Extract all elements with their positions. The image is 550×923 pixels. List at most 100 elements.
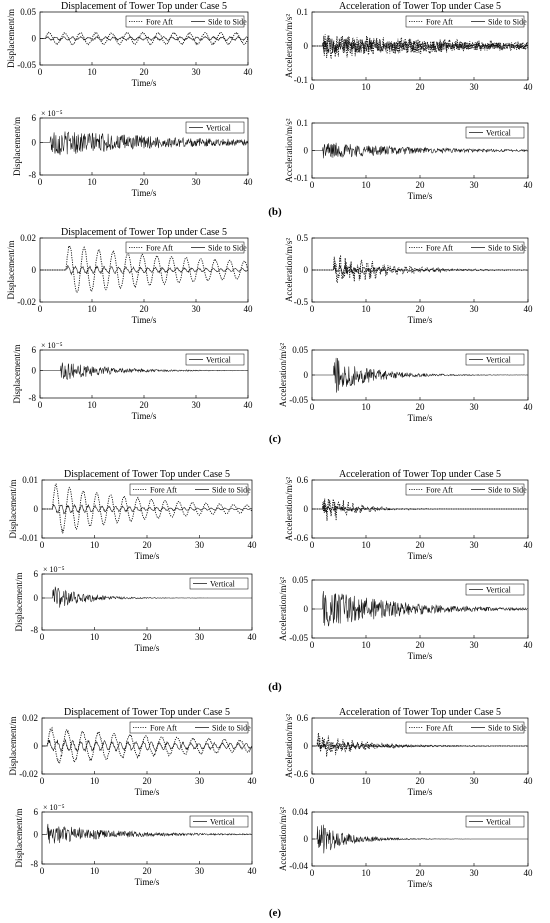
legend-label: Fore Aft — [150, 486, 178, 495]
y-tick-label: -0.5 — [294, 297, 309, 307]
panel-label-d: (d) — [268, 681, 282, 693]
subplot-d-acc-v: 0 10 20 30 400.050-0.05VerticalTime/sAcceler… — [278, 575, 533, 661]
x-tick-label: 0 — [38, 304, 43, 314]
chart-title: Displacement of Tower Top under Case 5 — [64, 707, 230, 718]
legend-box — [185, 353, 245, 366]
x-tick-label: 10 — [90, 776, 100, 786]
series-line-side-to-side — [312, 38, 529, 54]
legend-label: Fore Aft — [426, 18, 454, 27]
legend: Fore Aft Side to Side — [405, 721, 527, 734]
x-axis-label: Time/s — [408, 879, 433, 889]
y-tick-label: 0.6 — [297, 713, 309, 723]
y-tick-label: 0 — [304, 604, 309, 614]
legend: Fore Aft Side to Side — [125, 15, 247, 28]
chart-title: Acceleration of Tower Top under Case 5 — [339, 469, 501, 480]
series-line-side-to-side — [312, 740, 528, 751]
legend-label: Vertical — [206, 356, 232, 365]
y-tick-label: -8 — [31, 859, 39, 869]
y-tick-label: 0.01 — [22, 475, 38, 485]
y-tick-label: -0.1 — [294, 173, 308, 183]
x-tick-label: 30 — [470, 868, 480, 878]
y-tick-label: 0.04 — [292, 807, 308, 817]
y-tick-label: 0 — [34, 829, 39, 839]
legend: Fore Aft Side to Side — [129, 483, 251, 496]
x-tick-label: 0 — [38, 67, 43, 77]
y-axis-label: Displacement/m — [14, 809, 24, 868]
x-tick-label: 20 — [416, 640, 426, 650]
x-tick-label: 40 — [248, 540, 258, 550]
x-tick-label: 10 — [362, 776, 372, 786]
y-tick-label: 0 — [304, 834, 309, 844]
y-tick-label: -0.04 — [289, 861, 308, 871]
y-tick-label: -0.02 — [19, 769, 38, 779]
y-tick-label: 0 — [304, 41, 309, 51]
x-tick-label: 40 — [244, 400, 254, 410]
y-tick-label: 0 — [34, 593, 39, 603]
legend-box — [405, 721, 525, 734]
y-axis-label: Displacement/m — [12, 117, 22, 176]
legend-box — [465, 815, 525, 828]
panel-label-b: (b) — [268, 206, 282, 218]
x-tick-label: 20 — [143, 632, 153, 642]
y-axis-label: Displacement/m — [8, 717, 18, 776]
y-tick-label: 0 — [32, 366, 37, 376]
series-line-side-to-side — [42, 503, 253, 515]
x-tick-label: 10 — [88, 67, 98, 77]
legend-box — [129, 483, 249, 496]
x-axis-label: Time/s — [135, 551, 160, 561]
subplot-e-acc-v: 0 10 20 30 400.040-0.04VerticalTime/sAcceler… — [278, 807, 533, 889]
series-line-vertical — [40, 362, 248, 380]
x-axis-label: Time/s — [408, 191, 433, 201]
y-tick-label: 0 — [34, 741, 39, 751]
y-tick-label: 0 — [304, 741, 309, 751]
y-axis-exponent: × 10⁻⁵ — [43, 803, 65, 812]
x-tick-label: 30 — [195, 540, 205, 550]
y-tick-label: -8 — [31, 625, 39, 635]
y-tick-label: -0.05 — [289, 395, 308, 405]
y-tick-label: 0.6 — [297, 475, 309, 485]
series-line-fore-aft — [40, 31, 249, 47]
x-tick-label: 30 — [470, 180, 480, 190]
subplot-c-acc-v: 0 10 20 30 400.050-0.05VerticalTime/sAcceler… — [278, 343, 533, 423]
y-tick-label: 0.5 — [297, 233, 309, 243]
y-tick-label: 0 — [32, 265, 37, 275]
y-tick-label: 0.05 — [292, 575, 308, 585]
series-line-vertical — [312, 824, 528, 854]
legend: Fore Aft Side to Side — [129, 721, 251, 734]
x-tick-label: 40 — [524, 640, 534, 650]
x-tick-label: 20 — [416, 304, 426, 314]
series-line-vertical — [312, 357, 528, 393]
subplot-e-disp-v: 0 10 20 30 4060-8VerticalTime/sDisplacement/… — [14, 803, 257, 887]
y-tick-label: 0 — [304, 504, 309, 514]
x-tick-label: 20 — [140, 400, 150, 410]
series-line-vertical — [312, 142, 529, 159]
x-tick-label: 10 — [90, 866, 100, 876]
x-tick-label: 0 — [310, 776, 315, 786]
series-line-vertical — [40, 131, 249, 156]
x-tick-label: 30 — [192, 304, 202, 314]
legend: Vertical — [465, 583, 525, 596]
legend-label: Vertical — [210, 580, 236, 589]
legend-label: Side to Side — [212, 724, 251, 733]
chart-title: Acceleration of Tower Top under Case 5 — [339, 707, 501, 718]
x-tick-label: 20 — [416, 776, 426, 786]
y-axis-label: Acceleration/m/s² — [284, 118, 294, 182]
chart-title: Displacement of Tower Top under Case 5 — [64, 469, 230, 480]
legend-box — [129, 721, 249, 734]
y-tick-label: 0.02 — [22, 713, 38, 723]
x-axis-label: Time/s — [408, 551, 433, 561]
x-tick-label: 0 — [38, 400, 43, 410]
series-line-fore-aft — [312, 34, 529, 60]
legend-label: Fore Aft — [150, 724, 178, 733]
legend: Fore Aft Side to Side — [405, 15, 527, 28]
x-tick-label: 10 — [362, 304, 372, 314]
legend-box — [405, 15, 525, 28]
x-tick-label: 20 — [416, 540, 426, 550]
legend-label: Vertical — [486, 129, 512, 138]
chart-title: Displacement of Tower Top under Case 5 — [61, 1, 227, 12]
legend-label: Fore Aft — [426, 724, 454, 733]
